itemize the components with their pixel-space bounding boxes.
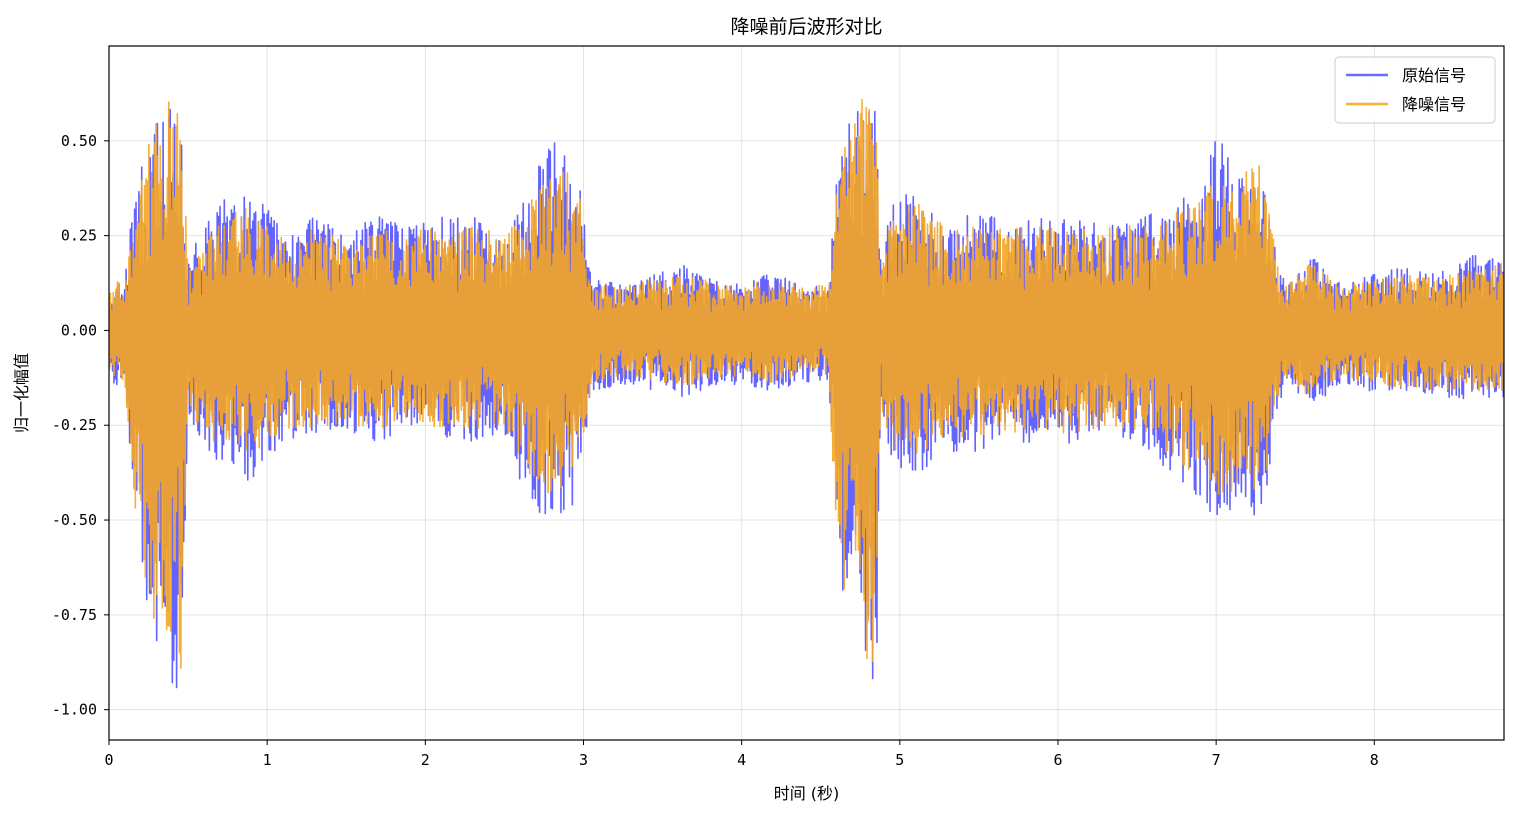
legend-box [1334,56,1496,124]
y-tick-label: -0.75 [52,606,97,624]
x-tick-label: 8 [1370,751,1379,769]
x-tick-label: 1 [263,751,272,769]
x-tick-label: 5 [895,751,904,769]
x-tick-label: 0 [104,751,113,769]
y-tick-label: -0.50 [52,511,97,529]
y-axis-label: 归一化幅值 [12,353,31,433]
plot-frame [108,45,1505,741]
chart-title: 降噪前后波形对比 [730,16,882,38]
x-tick-label: 6 [1053,751,1062,769]
legend-label-denoised: 降噪信号 [1402,95,1466,114]
legend: 原始信号 降噪信号 [1334,56,1496,124]
x-axis-label: 时间 (秒) [774,784,840,803]
y-tick-label: 0.50 [61,132,97,150]
x-tick-label: 2 [421,751,430,769]
x-tick-label: 3 [579,751,588,769]
legend-label-original: 原始信号 [1402,66,1466,85]
x-axis: 0 1 2 3 4 5 6 7 8 [104,740,1379,769]
series-line-denoised [109,98,1504,669]
y-tick-label: -1.00 [52,701,97,719]
y-tick-label: 0.25 [61,227,97,245]
x-tick-label: 7 [1212,751,1221,769]
y-axis: 0.50 0.25 0.00 -0.25 -0.50 -0.75 -1.00 [52,132,109,719]
y-tick-label: 0.00 [61,321,97,339]
series-layer [109,98,1504,689]
x-tick-label: 4 [737,751,746,769]
y-tick-label: -0.25 [52,416,97,434]
